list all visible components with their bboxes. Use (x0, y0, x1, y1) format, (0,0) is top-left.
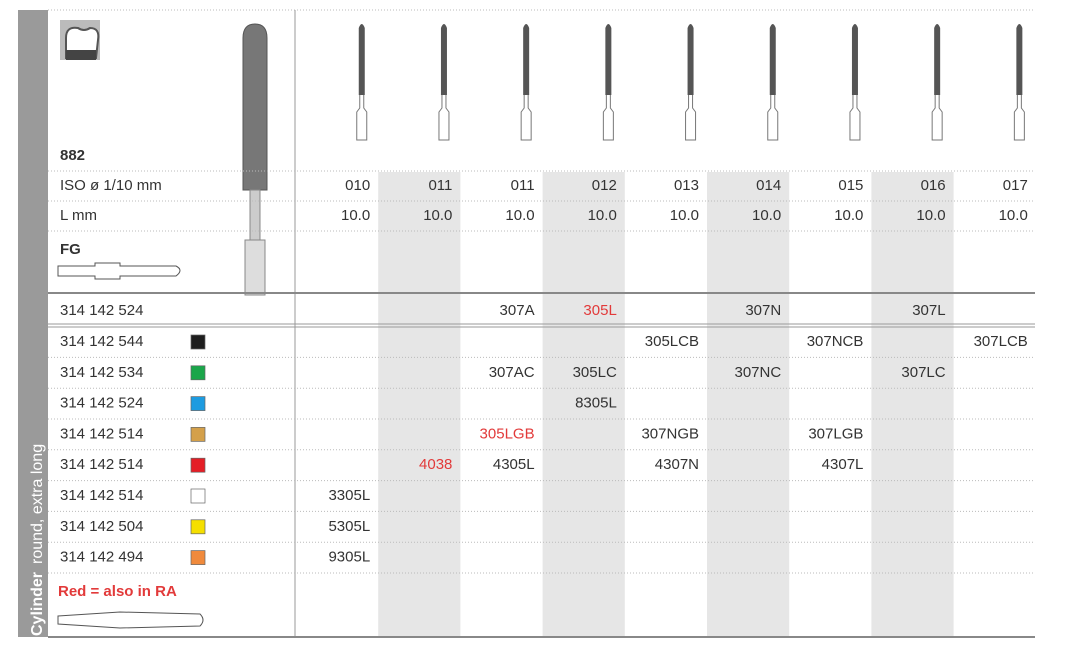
cell: 305LCB (645, 333, 699, 350)
cell: 017 (1003, 177, 1028, 194)
cell: 013 (674, 177, 699, 194)
cell: 10.0 (588, 207, 617, 224)
bur-shank (685, 95, 697, 141)
shade (871, 172, 954, 637)
cell: 10.0 (423, 207, 452, 224)
cell: 307A (500, 302, 535, 319)
bur-shank (1013, 95, 1025, 141)
shank-icon (57, 262, 181, 280)
color-swatch (190, 488, 206, 504)
shade (707, 172, 790, 637)
side-label-normal: round, extra long (29, 444, 46, 564)
cell: 5305L (328, 518, 370, 535)
cell: 015 (838, 177, 863, 194)
cell: 307NC (734, 364, 781, 381)
bur-small (687, 24, 694, 95)
color-swatch (190, 519, 206, 535)
ra-shank-icon (57, 611, 204, 629)
bur-large (242, 23, 268, 296)
color-swatch (190, 457, 206, 473)
color-swatch (190, 334, 206, 350)
bur-small (358, 24, 365, 95)
bur-shank (602, 95, 614, 141)
ref-number: 314 142 524 (60, 302, 143, 319)
cell: 10.0 (752, 207, 781, 224)
ref-number: 314 142 514 (60, 487, 143, 504)
cell: 4307L (822, 456, 864, 473)
bur-shank (931, 95, 943, 141)
bur-shank (520, 95, 532, 141)
color-swatch (190, 396, 206, 411)
side-bar (18, 10, 48, 637)
cell: 10.0 (341, 207, 370, 224)
bur-small (523, 24, 530, 95)
color-swatch (190, 365, 206, 381)
cell: 305LC (573, 364, 617, 381)
ref-number: 314 142 524 (60, 395, 143, 412)
tooth-icon (60, 20, 100, 60)
ref-number: 314 142 504 (60, 518, 143, 535)
side-label: Cylinder round, extra long (29, 444, 46, 636)
cell: 010 (345, 177, 370, 194)
cell: 4038 (419, 456, 452, 473)
ref-number: 314 142 514 (60, 456, 143, 473)
cell: 011 (428, 177, 452, 194)
column-shading (378, 172, 954, 637)
cell: 4305L (493, 456, 535, 473)
color-swatch (190, 550, 206, 565)
row-label: ISO ø 1/10 mm (60, 177, 162, 194)
cell: 4307N (655, 456, 699, 473)
bur-small (769, 24, 776, 95)
cell: 10.0 (505, 207, 534, 224)
cell: 10.0 (834, 207, 863, 224)
side-label-bold: Cylinder (29, 572, 46, 636)
bur-small (851, 24, 858, 95)
cell: 305L (583, 302, 616, 319)
cell: 10.0 (670, 207, 699, 224)
ref-number: 314 142 544 (60, 333, 143, 350)
ref-number: 314 142 514 (60, 425, 143, 442)
cell: 3305L (328, 487, 370, 504)
cell: 8305L (575, 395, 617, 412)
ref-number: 314 142 534 (60, 364, 143, 381)
bur-small (1016, 24, 1023, 95)
cell: 307LC (901, 364, 945, 381)
color-swatch (190, 427, 206, 442)
legend: Red = also in RA (58, 583, 177, 600)
cell: 9305L (328, 549, 370, 566)
cell: 10.0 (916, 207, 945, 224)
bur-shank (356, 95, 368, 141)
bur-small (440, 24, 447, 95)
bur-small (934, 24, 941, 95)
cell: 016 (921, 177, 946, 194)
cell: 014 (756, 177, 781, 194)
bur-shank (849, 95, 861, 141)
cell: 307AC (489, 364, 535, 381)
bur-shank (438, 95, 450, 141)
product-code: 882 (60, 147, 85, 164)
row-label: L mm (60, 207, 97, 224)
cell: 011 (511, 177, 535, 194)
cell: 307L (912, 302, 945, 319)
bur-small (605, 24, 612, 95)
ref-number: 314 142 494 (60, 549, 143, 566)
cell: 305LGB (480, 425, 535, 442)
cell: 307N (745, 302, 781, 319)
shade (542, 172, 625, 637)
cell: 012 (592, 177, 617, 194)
cell: 10.0 (999, 207, 1028, 224)
bur-shank (767, 95, 779, 141)
shade (378, 172, 461, 637)
shank-type: FG (60, 241, 81, 258)
cell: 307NGB (641, 425, 699, 442)
cell: 307NCB (807, 333, 864, 350)
cell: 307LCB (974, 333, 1028, 350)
cell: 307LGB (808, 425, 863, 442)
